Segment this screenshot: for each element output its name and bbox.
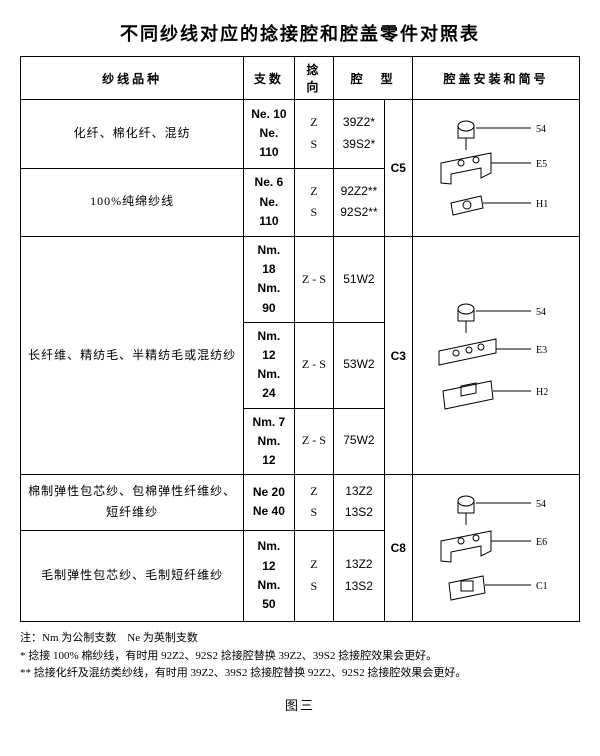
count-cell: Nm. 12 Nm. 50: [244, 530, 294, 621]
note-line: 注：Nm 为公制支数 Ne 为英制支数: [20, 630, 580, 648]
cavity-cell: 92Z2** 92S2**: [334, 168, 384, 237]
svg-text:E3: E3: [536, 345, 547, 356]
svg-text:54: 54: [536, 307, 546, 318]
twist-cell: Z - S: [294, 237, 334, 323]
notes-section: 注：Nm 为公制支数 Ne 为英制支数 * 捻接 100% 棉纱线，有时用 92…: [20, 630, 580, 683]
note-line: * 捻接 100% 棉纱线，有时用 92Z2、92S2 捻接腔替换 39Z2、3…: [20, 648, 580, 666]
page-title: 不同纱线对应的捻接腔和腔盖零件对照表: [20, 20, 580, 46]
diagram-cell-c8: 54 E6 C1: [412, 475, 579, 622]
count-cell: Ne. 6 Ne. 110: [244, 168, 294, 237]
svg-text:E5: E5: [536, 159, 547, 170]
cavity-cell: 51W2: [334, 237, 384, 323]
figure-label: 图三: [20, 695, 580, 714]
cavity-cell: 13Z2 13S2: [334, 475, 384, 531]
count-cell: Nm. 12 Nm. 24: [244, 322, 294, 408]
twist-cell: Z S: [294, 530, 334, 621]
assembly-diagram-icon: 54 E5 H1: [421, 108, 571, 228]
yarn-cell: 100%纯绵纱线: [21, 168, 244, 237]
code-cell: C3: [384, 237, 412, 475]
comparison-table: 纱线品种 支数 捻向 腔 型 腔盖安装和简号 化纤、棉化纤、混纺 Ne. 10 …: [20, 56, 580, 622]
svg-text:C1: C1: [536, 581, 548, 592]
code-cell: C8: [384, 475, 412, 622]
count-cell: Ne 20 Ne 40: [244, 475, 294, 531]
svg-text:54: 54: [536, 124, 546, 135]
assembly-diagram-icon: 54 E6 C1: [421, 483, 571, 613]
cavity-cell: 39Z2* 39S2*: [334, 100, 384, 169]
col-cavity: 腔 型: [334, 57, 413, 100]
count-cell: Nm. 7 Nm. 12: [244, 408, 294, 475]
yarn-cell: 长纤维、精纺毛、半精纺毛或混纺纱: [21, 237, 244, 475]
cavity-cell: 13Z2 13S2: [334, 530, 384, 621]
svg-text:H2: H2: [536, 387, 548, 398]
table-row: 化纤、棉化纤、混纺 Ne. 10 Ne. 110 Z S 39Z2* 39S2*…: [21, 100, 580, 169]
col-count: 支数: [244, 57, 294, 100]
yarn-cell: 毛制弹性包芯纱、毛制短纤维纱: [21, 530, 244, 621]
svg-text:H1: H1: [536, 199, 548, 210]
col-yarn-type: 纱线品种: [21, 57, 244, 100]
assembly-diagram-icon: 54 E3 H2: [421, 291, 571, 421]
note-line: ** 捻接化纤及混纺类纱线，有时用 39Z2、39S2 捻接腔替换 92Z2、9…: [20, 665, 580, 683]
code-cell: C5: [384, 100, 412, 237]
cavity-cell: 75W2: [334, 408, 384, 475]
header-row: 纱线品种 支数 捻向 腔 型 腔盖安装和简号: [21, 57, 580, 100]
diagram-cell-c5: 54 E5 H1: [412, 100, 579, 237]
twist-cell: Z S: [294, 100, 334, 169]
svg-text:54: 54: [536, 499, 546, 510]
yarn-cell: 棉制弹性包芯纱、包棉弹性纤维纱、短纤维纱: [21, 475, 244, 531]
col-twist: 捻向: [294, 57, 334, 100]
twist-cell: Z - S: [294, 408, 334, 475]
svg-text:E6: E6: [536, 537, 547, 548]
twist-cell: Z - S: [294, 322, 334, 408]
col-cover: 腔盖安装和简号: [412, 57, 579, 100]
cavity-cell: 53W2: [334, 322, 384, 408]
yarn-cell: 化纤、棉化纤、混纺: [21, 100, 244, 169]
table-row: 长纤维、精纺毛、半精纺毛或混纺纱 Nm. 18 Nm. 90 Z - S 51W…: [21, 237, 580, 323]
table-row: 棉制弹性包芯纱、包棉弹性纤维纱、短纤维纱 Ne 20 Ne 40 Z S 13Z…: [21, 475, 580, 531]
twist-cell: Z S: [294, 475, 334, 531]
twist-cell: Z S: [294, 168, 334, 237]
count-cell: Nm. 18 Nm. 90: [244, 237, 294, 323]
diagram-cell-c3: 54 E3 H2: [412, 237, 579, 475]
count-cell: Ne. 10 Ne. 110: [244, 100, 294, 169]
